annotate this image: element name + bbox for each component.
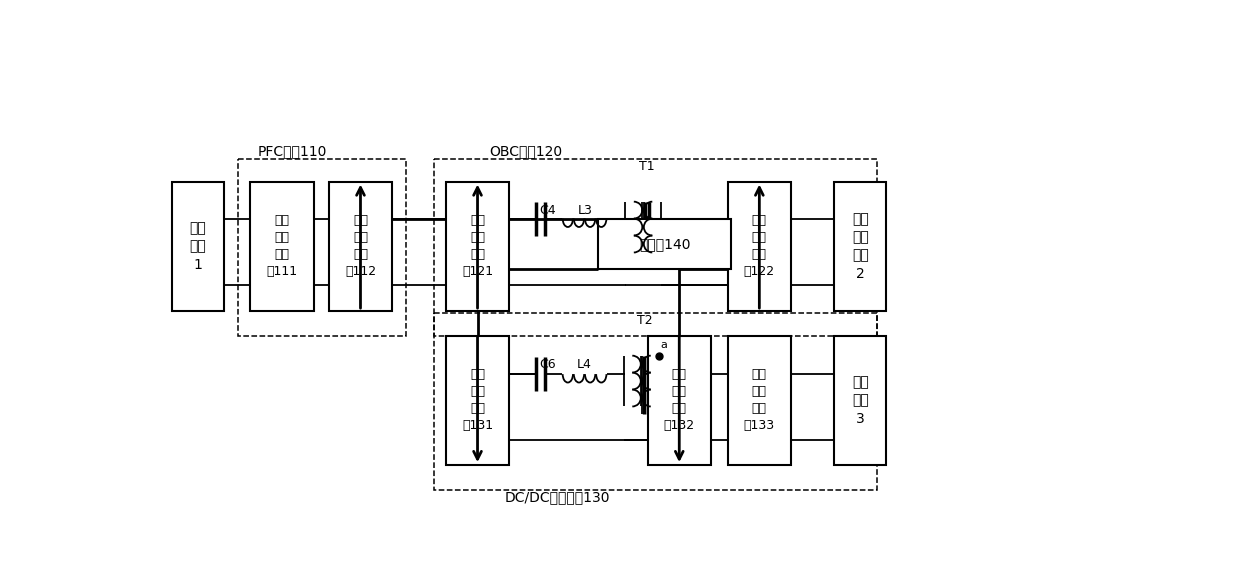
Bar [172,182,224,311]
Bar [434,312,877,490]
Bar [727,336,790,465]
Text: 第二
逆变
子电
路131: 第二 逆变 子电 路131 [462,368,493,433]
Text: 外部
电源
1: 外部 电源 1 [190,221,207,272]
Bar [834,182,886,311]
Bar [434,158,877,336]
Bar [446,336,509,465]
Text: 第一
整流
子电
路112: 第一 整流 子电 路112 [344,214,377,278]
Bar [250,182,313,311]
Text: 第一
逆变
子电
路121: 第一 逆变 子电 路121 [462,214,493,278]
Bar [834,336,886,465]
Text: C6: C6 [539,358,556,372]
Text: 第一
滤波
子电
路111: 第一 滤波 子电 路111 [266,214,297,278]
Text: DC/DC变换电路130: DC/DC变换电路130 [504,490,610,504]
Text: 第三
整流
子电
路132: 第三 整流 子电 路132 [664,368,695,433]
Bar [446,182,509,311]
Text: 第二
滤波
子电
路133: 第二 滤波 子电 路133 [743,368,774,433]
Text: 第二
整流
子电
路122: 第二 整流 子电 路122 [743,214,774,278]
Text: T1: T1 [639,160,654,173]
Bar [727,182,790,311]
Bar [648,336,711,465]
Bar [328,182,392,311]
Text: L4: L4 [576,358,591,372]
Text: OBC电路120: OBC电路120 [489,144,563,158]
Text: T2: T2 [637,314,653,327]
Bar [598,219,731,270]
Bar [238,158,406,336]
Text: 控制器140: 控制器140 [639,237,690,251]
Text: PFC电路110: PFC电路110 [258,144,327,158]
Text: a: a [660,340,668,350]
Text: 低压
负载
3: 低压 负载 3 [852,375,869,426]
Text: 高压
动力
电池
2: 高压 动力 电池 2 [852,212,869,281]
Text: L3: L3 [577,204,592,217]
Text: C4: C4 [539,204,556,217]
